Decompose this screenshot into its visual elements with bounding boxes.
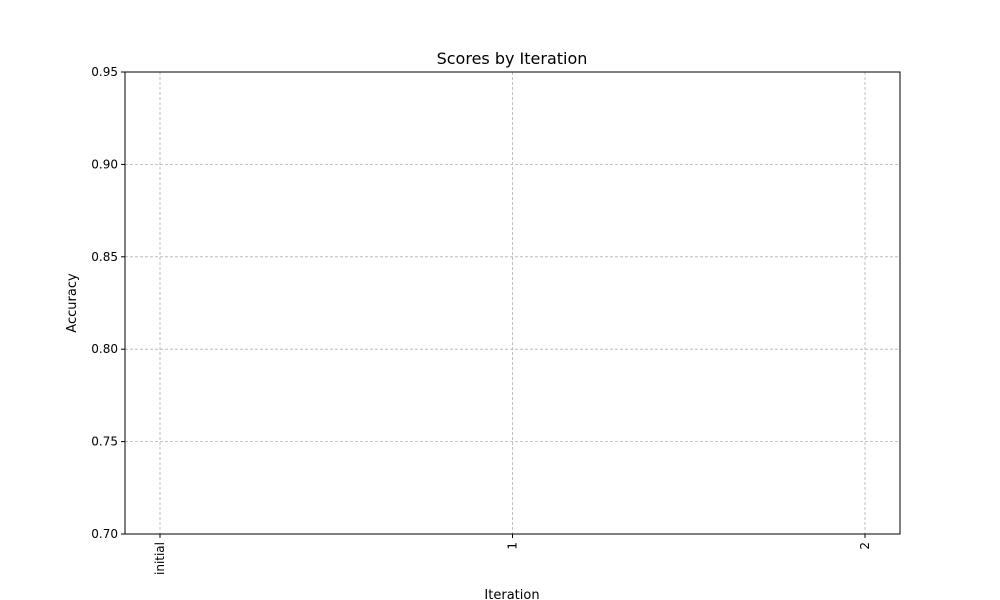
y-tick-label: 0.95 [91,65,118,79]
x-tick-label: initial [153,542,167,575]
grid-layer [125,71,900,535]
y-tick-label: 0.70 [91,527,118,541]
chart-title: Scores by Iteration [437,49,588,68]
y-tick-label: 0.80 [91,342,118,356]
y-tick-label: 0.85 [91,250,118,264]
x-tick-label: 2 [858,542,872,550]
y-axis-label: Accuracy [65,273,80,333]
x-axis-label: Iteration [484,588,539,600]
y-tick-label: 0.90 [91,157,118,171]
x-tick-label: 1 [506,542,520,550]
y-tick-label: 0.75 [91,435,118,449]
ticks-layer: 0.70 0.75 0.80 0.85 0.90 0.95 initial 1 2 [91,65,872,575]
